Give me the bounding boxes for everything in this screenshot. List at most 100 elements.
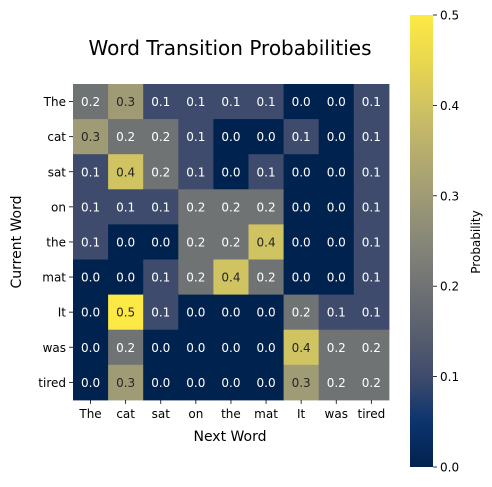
y-tick-label: on (51, 200, 66, 214)
heatmap-cell (73, 224, 109, 260)
heatmap-cell (213, 259, 249, 296)
heatmap-cell (108, 119, 144, 155)
heatmap-cell (108, 294, 144, 331)
heatmap-cell (73, 329, 109, 366)
cell-value-label: 0.0 (292, 271, 311, 285)
heatmap-cell (318, 294, 355, 331)
heatmap-cell (213, 224, 249, 260)
heatmap-cell (283, 224, 320, 260)
cell-value-label: 0.4 (257, 235, 276, 249)
x-tick-label: cat (116, 407, 135, 421)
cell-value-label: 0.1 (81, 165, 100, 179)
cell-value-label: 0.0 (257, 376, 276, 390)
y-tick-label: mat (42, 271, 66, 285)
heatmap-cells: 0.2 0.3 0.1 0.1 0.1 0.1 0.0 0.0 0.1 0.3 0.2 0.2 0.1 0… (73, 84, 390, 401)
heatmap-cell (248, 329, 285, 366)
cell-value-label: 0.2 (327, 376, 346, 390)
x-tick-label: was (325, 407, 348, 421)
cell-value-label: 0.3 (81, 130, 100, 144)
cell-value-label: 0.2 (186, 235, 205, 249)
cell-value-label: 0.0 (257, 306, 276, 320)
cell-value-label: 0.0 (292, 165, 311, 179)
cell-value-label: 0.0 (186, 341, 205, 355)
colorbar-tick-label: 0.5 (440, 9, 459, 23)
heatmap-cell (248, 84, 285, 120)
heatmap-cell (73, 364, 109, 401)
heatmap-cell (318, 364, 355, 401)
colorbar-tick-label: 0.4 (440, 99, 459, 113)
heatmap-cell (248, 364, 285, 401)
heatmap-cell (73, 294, 109, 331)
heatmap-cell (318, 259, 355, 296)
heatmap-cell (248, 224, 285, 260)
cell-value-label: 0.0 (81, 376, 100, 390)
colorbar-tick-label: 0.0 (440, 461, 459, 475)
cell-value-label: 0.1 (362, 271, 381, 285)
cell-value-label: 0.1 (116, 200, 135, 214)
heatmap-cell (143, 224, 179, 260)
x-tick-label: The (78, 407, 101, 421)
heatmap-cell (248, 189, 285, 225)
heatmap-cell (318, 329, 355, 366)
heatmap-cell (353, 294, 390, 331)
heatmap-cell (178, 189, 214, 225)
heatmap-cell (213, 84, 249, 120)
cell-value-label: 0.1 (151, 200, 170, 214)
cell-value-label: 0.1 (362, 95, 381, 109)
heatmap-cell (178, 119, 214, 155)
cell-value-label: 0.1 (81, 200, 100, 214)
y-tick-label: The (43, 95, 66, 109)
heatmap-cell (283, 259, 320, 296)
cell-value-label: 0.0 (221, 165, 240, 179)
heatmap-cell (213, 189, 249, 225)
cell-value-label: 0.0 (81, 341, 100, 355)
heatmap-cell (108, 259, 144, 296)
cell-value-label: 0.1 (186, 95, 205, 109)
cell-value-label: 0.2 (257, 271, 276, 285)
y-tick-label: It (58, 306, 67, 320)
x-tick-label: sat (152, 407, 171, 421)
cell-value-label: 0.0 (292, 235, 311, 249)
y-tick-label: the (46, 235, 66, 249)
cell-value-label: 0.2 (362, 376, 381, 390)
cell-value-label: 0.4 (116, 165, 135, 179)
heatmap-cell (143, 259, 179, 296)
heatmap-cell (248, 294, 285, 331)
heatmap-cell (283, 84, 320, 120)
heatmap-cell (73, 84, 109, 120)
cell-value-label: 0.0 (116, 271, 135, 285)
cell-value-label: 0.0 (116, 235, 135, 249)
cell-value-label: 0.0 (257, 130, 276, 144)
heatmap-cell (178, 329, 214, 366)
y-tick-label: was (43, 341, 66, 355)
cell-value-label: 0.0 (221, 376, 240, 390)
heatmap-cell (213, 154, 249, 190)
cell-value-label: 0.0 (327, 95, 346, 109)
heatmap-cell (353, 84, 390, 120)
cell-value-label: 0.1 (362, 235, 381, 249)
heatmap-cell (178, 224, 214, 260)
cell-value-label: 0.0 (292, 200, 311, 214)
cell-value-label: 0.0 (327, 165, 346, 179)
y-tick-label: sat (48, 165, 67, 179)
heatmap-cell (178, 154, 214, 190)
heatmap-cell (353, 154, 390, 190)
cell-value-label: 0.4 (221, 271, 240, 285)
heatmap-cell (353, 189, 390, 225)
cell-value-label: 0.2 (221, 200, 240, 214)
cell-value-label: 0.1 (362, 130, 381, 144)
heatmap-cell (318, 84, 355, 120)
cell-value-label: 0.3 (116, 376, 135, 390)
heatmap-cell (143, 84, 179, 120)
chart-title: Word Transition Probabilities (88, 36, 371, 60)
heatmap-cell (248, 259, 285, 296)
heatmap-cell (143, 294, 179, 331)
colorbar-tick-label: 0.3 (440, 189, 459, 203)
heatmap-cell (213, 329, 249, 366)
y-tick-label: cat (47, 130, 66, 144)
heatmap-cell (283, 294, 320, 331)
heatmap-cell (108, 364, 144, 401)
colorbar-tick-label: 0.2 (440, 280, 459, 294)
heatmap-cell (283, 329, 320, 366)
